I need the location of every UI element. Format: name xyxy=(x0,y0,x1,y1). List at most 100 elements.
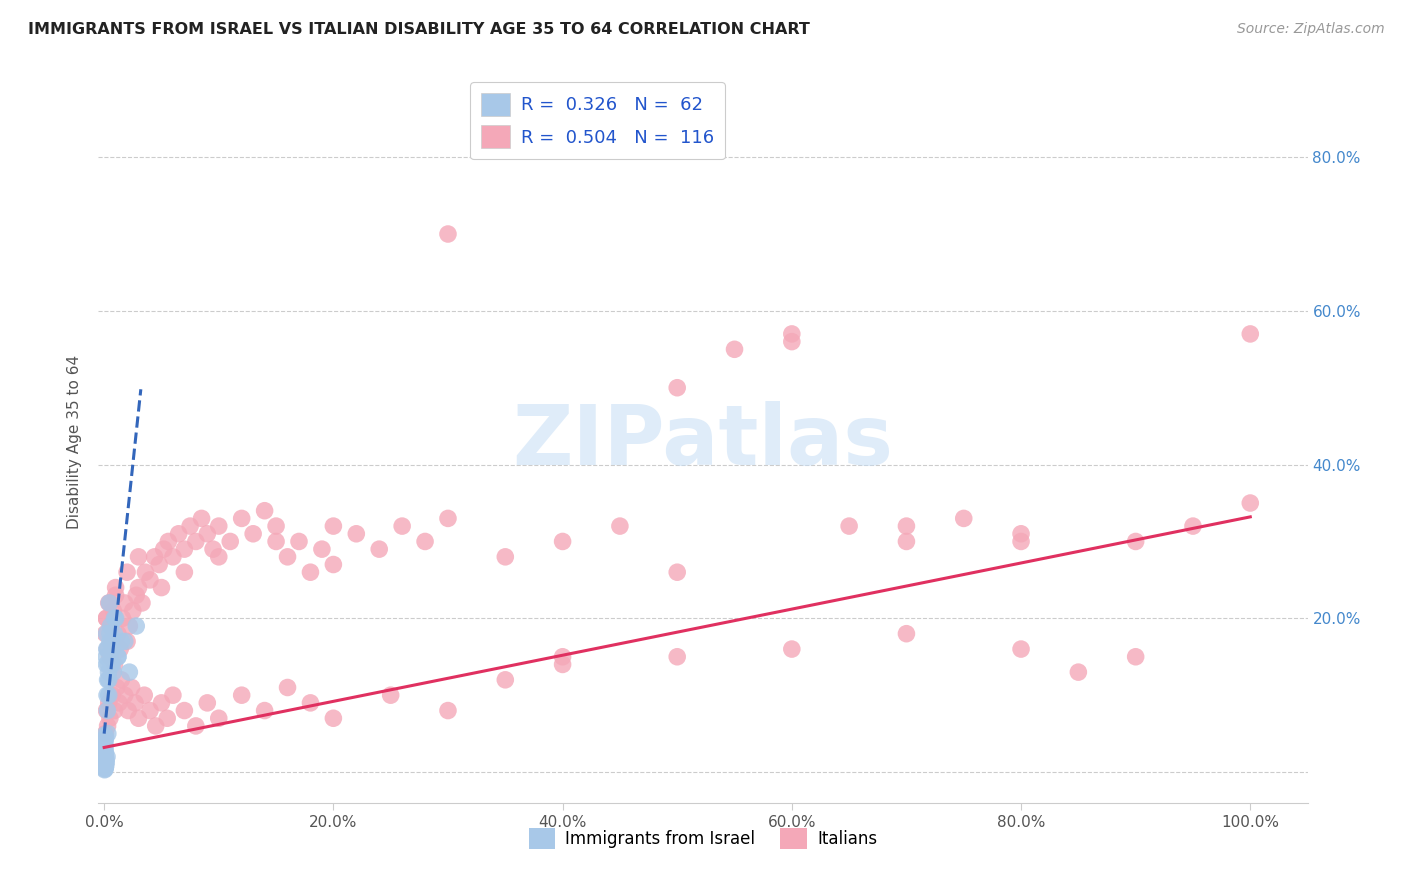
Point xyxy=(94,755,117,769)
Text: Source: ZipAtlas.com: Source: ZipAtlas.com xyxy=(1237,22,1385,37)
Point xyxy=(93,763,115,777)
Point xyxy=(98,634,121,648)
Point xyxy=(1239,496,1261,510)
Point xyxy=(97,642,120,657)
Point xyxy=(97,642,120,657)
Point xyxy=(98,596,121,610)
Point xyxy=(98,649,121,664)
Point xyxy=(299,565,322,579)
Point xyxy=(96,626,118,640)
Point xyxy=(494,549,516,564)
Point xyxy=(195,696,218,710)
Point xyxy=(131,596,153,610)
Point xyxy=(299,696,322,710)
Point xyxy=(103,657,125,672)
Point xyxy=(94,728,117,742)
Point xyxy=(277,549,299,564)
Point xyxy=(94,748,117,763)
Point xyxy=(104,588,127,602)
Point xyxy=(253,704,276,718)
Point xyxy=(118,665,141,680)
Point xyxy=(110,634,132,648)
Point xyxy=(780,642,803,657)
Point xyxy=(609,519,631,533)
Point xyxy=(94,756,117,770)
Point xyxy=(94,760,117,774)
Point xyxy=(128,711,150,725)
Point xyxy=(896,626,918,640)
Point xyxy=(437,704,460,718)
Point xyxy=(101,657,124,672)
Point xyxy=(125,619,148,633)
Point xyxy=(96,688,118,702)
Point xyxy=(94,758,117,772)
Point xyxy=(437,511,460,525)
Point xyxy=(103,665,125,680)
Point xyxy=(94,726,117,740)
Point xyxy=(100,619,122,633)
Point xyxy=(896,534,918,549)
Point xyxy=(195,526,218,541)
Point xyxy=(288,534,311,549)
Point xyxy=(1010,642,1032,657)
Point xyxy=(94,738,117,752)
Point xyxy=(107,649,129,664)
Point xyxy=(94,762,117,776)
Point xyxy=(94,743,117,757)
Point xyxy=(157,534,180,549)
Point xyxy=(1067,665,1090,680)
Point xyxy=(264,534,287,549)
Point xyxy=(780,326,803,341)
Point xyxy=(143,549,166,564)
Point xyxy=(114,634,136,648)
Point xyxy=(666,649,689,664)
Point xyxy=(111,611,134,625)
Point xyxy=(103,604,125,618)
Point xyxy=(96,649,118,664)
Point xyxy=(96,704,118,718)
Point xyxy=(94,760,117,774)
Point xyxy=(150,696,173,710)
Point xyxy=(121,681,143,695)
Point xyxy=(93,736,115,750)
Point xyxy=(94,731,117,745)
Text: ZIPatlas: ZIPatlas xyxy=(513,401,893,482)
Point xyxy=(173,542,195,557)
Point xyxy=(322,519,344,533)
Point xyxy=(139,573,162,587)
Point xyxy=(231,688,253,702)
Point xyxy=(97,673,120,687)
Point xyxy=(666,565,689,579)
Point xyxy=(94,746,117,760)
Point xyxy=(108,642,131,657)
Point xyxy=(1125,649,1147,664)
Point xyxy=(190,511,212,525)
Point xyxy=(780,334,803,349)
Point xyxy=(162,549,184,564)
Point xyxy=(202,542,225,557)
Point xyxy=(134,565,156,579)
Point xyxy=(94,757,117,772)
Point xyxy=(115,634,138,648)
Point xyxy=(1239,326,1261,341)
Point xyxy=(98,711,121,725)
Point xyxy=(101,634,124,648)
Point xyxy=(93,761,115,775)
Point xyxy=(93,740,115,755)
Point xyxy=(101,688,124,702)
Point xyxy=(96,611,118,625)
Point xyxy=(437,227,460,241)
Point xyxy=(97,673,120,687)
Point xyxy=(100,657,122,672)
Point xyxy=(896,519,918,533)
Point xyxy=(101,642,124,657)
Point xyxy=(173,704,195,718)
Point xyxy=(242,526,264,541)
Legend: Immigrants from Israel, Italians: Immigrants from Israel, Italians xyxy=(522,822,884,856)
Point xyxy=(128,581,150,595)
Point xyxy=(118,619,141,633)
Point xyxy=(115,565,138,579)
Point xyxy=(117,704,139,718)
Point xyxy=(97,688,120,702)
Point xyxy=(322,711,344,725)
